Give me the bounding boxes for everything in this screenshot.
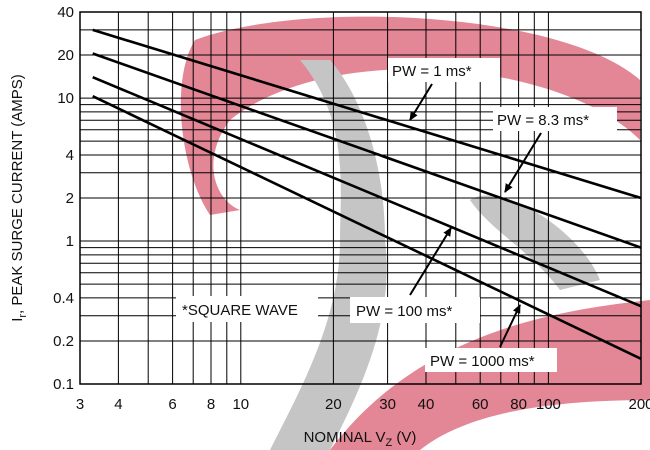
x-tick-labels: 3 4 6 8 10 20 30 40 60 80 100 200 <box>76 396 650 413</box>
x-axis-label-unit: (V) <box>392 429 416 446</box>
annotation-pw-8-3ms-box <box>493 107 617 131</box>
series-group <box>92 28 642 360</box>
watermark <box>180 16 650 450</box>
annotation-square-wave-box <box>176 296 318 322</box>
annotation-pw-8-3ms: PW = 8.3 ms* <box>493 107 617 193</box>
x-tick-label: 4 <box>114 396 122 413</box>
x-tick-label: 6 <box>168 396 176 413</box>
x-axis-label-main: NOMINAL V <box>304 429 386 446</box>
x-tick-label: 30 <box>379 396 396 413</box>
y-axis-label: Ir, PEAK SURGE CURRENT (AMPS) <box>9 74 29 322</box>
annotation-pw-8-3ms-arrow <box>504 132 542 193</box>
y-tick-label: 1 <box>66 233 74 250</box>
y-tick-label: 10 <box>57 90 74 107</box>
x-tick-label: 60 <box>472 396 489 413</box>
annotation-pw-1ms-box <box>388 58 500 82</box>
x-tick-label: 20 <box>325 396 342 413</box>
y-tick-label: 2 <box>66 190 74 207</box>
annotation-pw-100ms-label: PW = 100 ms* <box>356 303 452 320</box>
series-line-3 <box>92 76 642 308</box>
x-tick-label: 8 <box>207 396 215 413</box>
annotation-pw-1ms: PW = 1 ms* <box>388 58 500 121</box>
x-axis-label: NOMINAL VZ (V) <box>304 429 417 449</box>
y-tick-label: 0.1 <box>53 376 74 393</box>
annotation-square-wave-label: *SQUARE WAVE <box>182 302 298 319</box>
annotation-pw-8-3ms-label: PW = 8.3 ms* <box>497 112 589 129</box>
x-tick-label: 40 <box>418 396 435 413</box>
annotation-square-wave: *SQUARE WAVE <box>176 296 318 322</box>
annotation-pw-1000ms-arrow <box>499 304 521 348</box>
y-axis-label-main: I <box>9 318 26 322</box>
y-axis-label-sub: r <box>17 314 29 318</box>
annotation-pw-100ms: PW = 100 ms* <box>350 227 480 323</box>
x-tick-label: 80 <box>510 396 527 413</box>
annotation-pw-100ms-arrow <box>409 227 452 296</box>
y-tick-label: 40 <box>57 4 74 21</box>
y-axis-label-rest: , PEAK SURGE CURRENT (AMPS) <box>9 74 26 314</box>
x-tick-label: 3 <box>76 396 84 413</box>
annotation-pw-1000ms: PW = 1000 ms* <box>425 304 557 372</box>
x-tick-label: 200 <box>628 396 650 413</box>
series-line-1 <box>92 28 642 200</box>
x-tick-label: 100 <box>536 396 561 413</box>
x-axis-label-sub: Z <box>386 437 393 449</box>
y-tick-label: 4 <box>66 147 74 164</box>
y-tick-label: 20 <box>57 47 74 64</box>
y-tick-label: 0.4 <box>53 290 74 307</box>
y-tick-label: 0.2 <box>53 333 74 350</box>
series-line-2 <box>92 52 642 249</box>
annotation-pw-1ms-arrow <box>409 83 433 121</box>
annotation-pw-1ms-label: PW = 1 ms* <box>392 63 472 80</box>
annotation-pw-1000ms-label: PW = 1000 ms* <box>430 353 535 370</box>
annotation-pw-1000ms-box <box>425 348 557 372</box>
series-line-4 <box>92 95 642 360</box>
y-tick-labels: 0.1 0.2 0.4 1 2 4 10 20 40 <box>53 4 74 393</box>
x-tick-label: 10 <box>232 396 249 413</box>
annotation-pw-100ms-box <box>350 297 480 323</box>
